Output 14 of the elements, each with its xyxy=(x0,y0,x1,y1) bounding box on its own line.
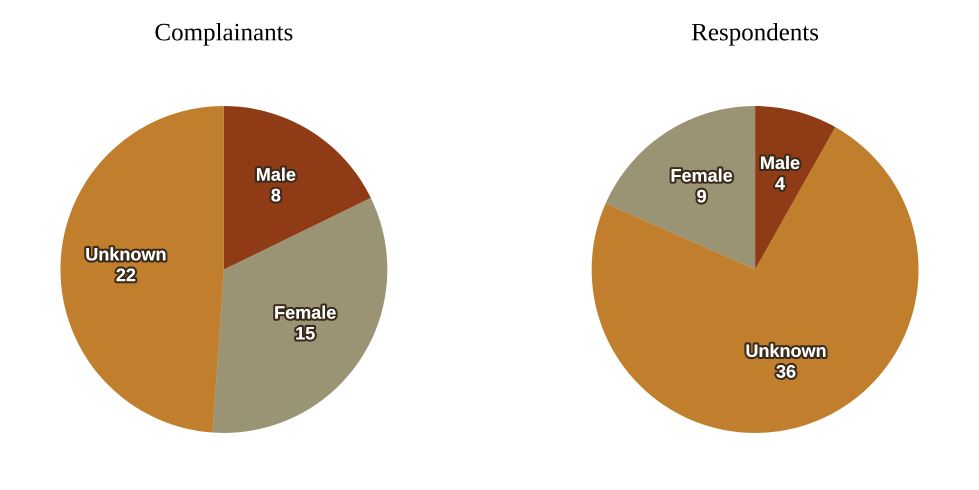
slice-label: Male xyxy=(761,156,800,170)
data-label: 22 xyxy=(116,268,136,282)
slice-label: Unknown xyxy=(746,344,826,358)
chart-title: Respondents xyxy=(692,22,818,46)
data-label: 15 xyxy=(296,326,315,340)
data-label: 9 xyxy=(697,190,706,203)
data-label: 4 xyxy=(775,177,785,190)
data-label: 36 xyxy=(776,365,796,378)
slice-label: Female xyxy=(275,306,336,319)
slice-label: Male xyxy=(257,168,296,181)
slice-label: Female xyxy=(672,168,732,182)
slice-label: Unknown xyxy=(86,247,166,261)
data-label: 8 xyxy=(271,188,280,202)
chart-title: Complainants xyxy=(155,22,292,46)
